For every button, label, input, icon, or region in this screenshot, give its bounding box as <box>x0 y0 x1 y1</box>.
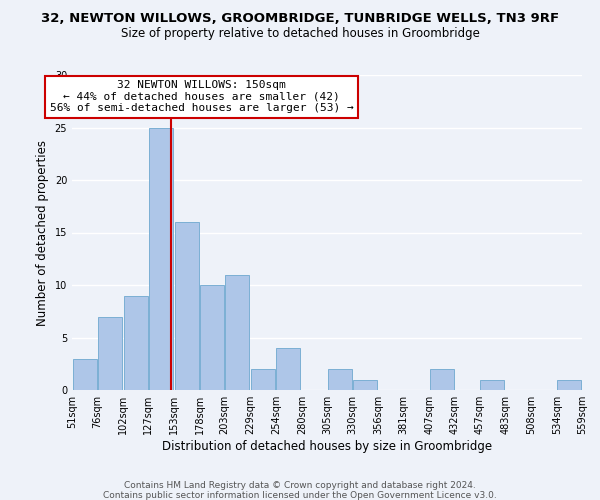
Text: Contains HM Land Registry data © Crown copyright and database right 2024.: Contains HM Land Registry data © Crown c… <box>124 481 476 490</box>
X-axis label: Distribution of detached houses by size in Groombridge: Distribution of detached houses by size … <box>162 440 492 453</box>
Bar <box>200 285 224 390</box>
Bar <box>175 222 199 390</box>
Bar <box>98 316 122 390</box>
Bar <box>353 380 377 390</box>
Bar <box>277 348 301 390</box>
Bar <box>430 369 454 390</box>
Bar <box>557 380 581 390</box>
Text: 32 NEWTON WILLOWS: 150sqm
← 44% of detached houses are smaller (42)
56% of semi-: 32 NEWTON WILLOWS: 150sqm ← 44% of detac… <box>50 80 353 114</box>
Y-axis label: Number of detached properties: Number of detached properties <box>36 140 49 326</box>
Bar <box>251 369 275 390</box>
Text: Contains public sector information licensed under the Open Government Licence v3: Contains public sector information licen… <box>103 491 497 500</box>
Bar <box>124 296 148 390</box>
Bar <box>149 128 173 390</box>
Bar <box>328 369 352 390</box>
Bar <box>480 380 504 390</box>
Bar <box>225 274 249 390</box>
Bar <box>73 358 97 390</box>
Text: 32, NEWTON WILLOWS, GROOMBRIDGE, TUNBRIDGE WELLS, TN3 9RF: 32, NEWTON WILLOWS, GROOMBRIDGE, TUNBRID… <box>41 12 559 26</box>
Text: Size of property relative to detached houses in Groombridge: Size of property relative to detached ho… <box>121 28 479 40</box>
